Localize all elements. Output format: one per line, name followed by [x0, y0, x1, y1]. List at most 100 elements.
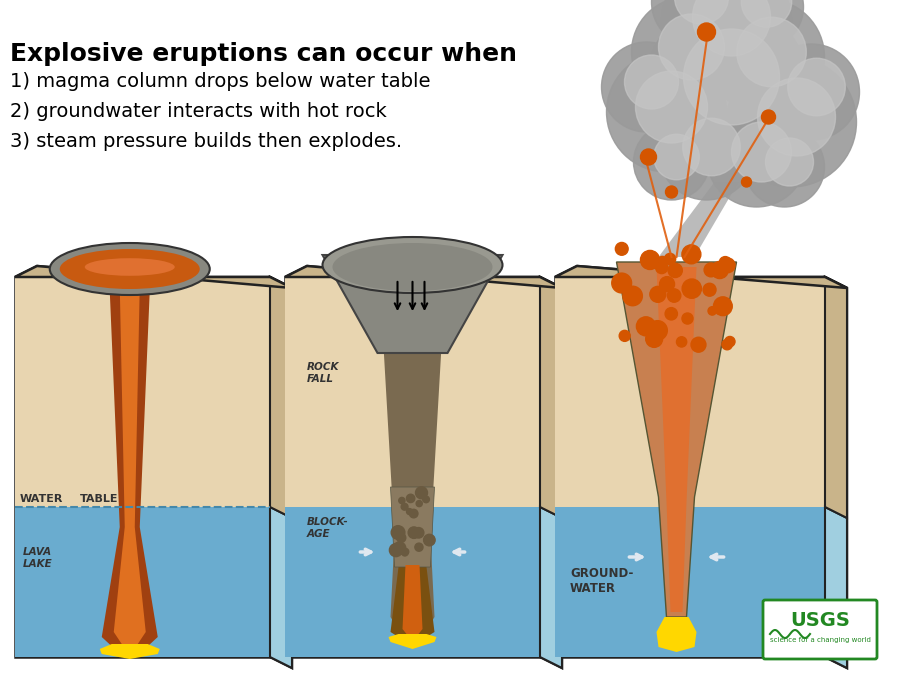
Circle shape: [720, 258, 735, 273]
Polygon shape: [656, 267, 697, 612]
Circle shape: [659, 104, 754, 200]
Text: 2) groundwater interacts with hot rock: 2) groundwater interacts with hot rock: [10, 102, 387, 121]
Circle shape: [683, 29, 779, 125]
Circle shape: [402, 548, 409, 555]
Text: LAVA
LAKE: LAVA LAKE: [23, 547, 53, 569]
Circle shape: [407, 509, 412, 515]
Circle shape: [682, 245, 701, 264]
Circle shape: [416, 486, 428, 499]
Circle shape: [648, 320, 667, 340]
Circle shape: [650, 286, 666, 302]
Polygon shape: [391, 487, 435, 567]
Text: GROUND-
WATER: GROUND- WATER: [570, 567, 634, 595]
Circle shape: [409, 527, 419, 538]
Polygon shape: [100, 644, 160, 659]
Text: ROCK
FALL: ROCK FALL: [307, 363, 339, 384]
Text: BLOCK-
AGE: BLOCK- AGE: [307, 518, 348, 539]
Circle shape: [668, 263, 682, 277]
Circle shape: [658, 256, 667, 266]
Circle shape: [634, 124, 709, 200]
Circle shape: [397, 534, 406, 543]
Polygon shape: [322, 255, 502, 353]
Text: Explosive eruptions can occur when: Explosive eruptions can occur when: [10, 42, 517, 66]
Circle shape: [619, 330, 630, 341]
Circle shape: [711, 262, 728, 279]
Ellipse shape: [85, 258, 175, 276]
Circle shape: [659, 14, 724, 80]
Circle shape: [664, 253, 676, 264]
Circle shape: [407, 494, 415, 502]
Circle shape: [607, 52, 726, 172]
Circle shape: [632, 0, 742, 107]
Polygon shape: [285, 266, 562, 288]
Circle shape: [401, 550, 408, 556]
Circle shape: [415, 543, 423, 552]
Circle shape: [665, 308, 678, 320]
Polygon shape: [270, 507, 292, 668]
Ellipse shape: [59, 249, 200, 289]
Circle shape: [645, 331, 662, 347]
Polygon shape: [285, 507, 540, 657]
Circle shape: [423, 496, 429, 502]
Circle shape: [766, 138, 814, 186]
Circle shape: [660, 277, 674, 291]
Circle shape: [732, 122, 791, 182]
Circle shape: [788, 58, 845, 116]
Circle shape: [737, 17, 806, 86]
Circle shape: [742, 0, 792, 27]
Text: TABLE: TABLE: [80, 494, 119, 504]
Polygon shape: [825, 507, 847, 668]
Polygon shape: [389, 634, 436, 649]
Ellipse shape: [322, 237, 502, 293]
Text: 1) magma column drops below water table: 1) magma column drops below water table: [10, 72, 430, 91]
Polygon shape: [825, 277, 847, 518]
Text: 3) steam pressure builds then explodes.: 3) steam pressure builds then explodes.: [10, 132, 402, 151]
Circle shape: [612, 273, 632, 293]
Circle shape: [601, 42, 691, 132]
Polygon shape: [391, 567, 435, 637]
Ellipse shape: [50, 243, 210, 295]
Circle shape: [674, 0, 728, 24]
Circle shape: [410, 509, 418, 518]
Circle shape: [714, 297, 733, 316]
Polygon shape: [382, 329, 443, 637]
Circle shape: [655, 262, 668, 273]
Polygon shape: [555, 507, 825, 657]
Circle shape: [724, 336, 735, 347]
Circle shape: [662, 0, 791, 87]
Text: science for a changing world: science for a changing world: [770, 637, 870, 643]
Circle shape: [698, 23, 716, 41]
Circle shape: [761, 110, 776, 124]
Polygon shape: [540, 277, 562, 518]
Polygon shape: [540, 507, 562, 668]
Circle shape: [393, 542, 406, 554]
Circle shape: [636, 317, 655, 336]
Polygon shape: [15, 507, 270, 657]
Circle shape: [703, 283, 716, 296]
Circle shape: [413, 527, 424, 538]
Circle shape: [653, 134, 699, 180]
Polygon shape: [102, 291, 158, 649]
Polygon shape: [285, 277, 540, 507]
Text: WATER: WATER: [20, 494, 63, 504]
Circle shape: [652, 0, 742, 47]
Circle shape: [390, 544, 402, 556]
Polygon shape: [113, 286, 146, 644]
Circle shape: [744, 127, 824, 207]
Circle shape: [616, 242, 628, 255]
Circle shape: [682, 313, 693, 324]
Circle shape: [682, 279, 701, 298]
Circle shape: [416, 500, 422, 507]
Polygon shape: [555, 277, 825, 507]
Circle shape: [683, 118, 741, 176]
Circle shape: [758, 78, 835, 156]
Circle shape: [668, 289, 680, 302]
Circle shape: [424, 534, 435, 546]
Polygon shape: [270, 277, 292, 518]
Circle shape: [399, 498, 405, 504]
Circle shape: [665, 186, 678, 198]
Circle shape: [625, 55, 679, 109]
Circle shape: [401, 503, 408, 510]
Circle shape: [704, 263, 718, 277]
Circle shape: [692, 0, 770, 56]
